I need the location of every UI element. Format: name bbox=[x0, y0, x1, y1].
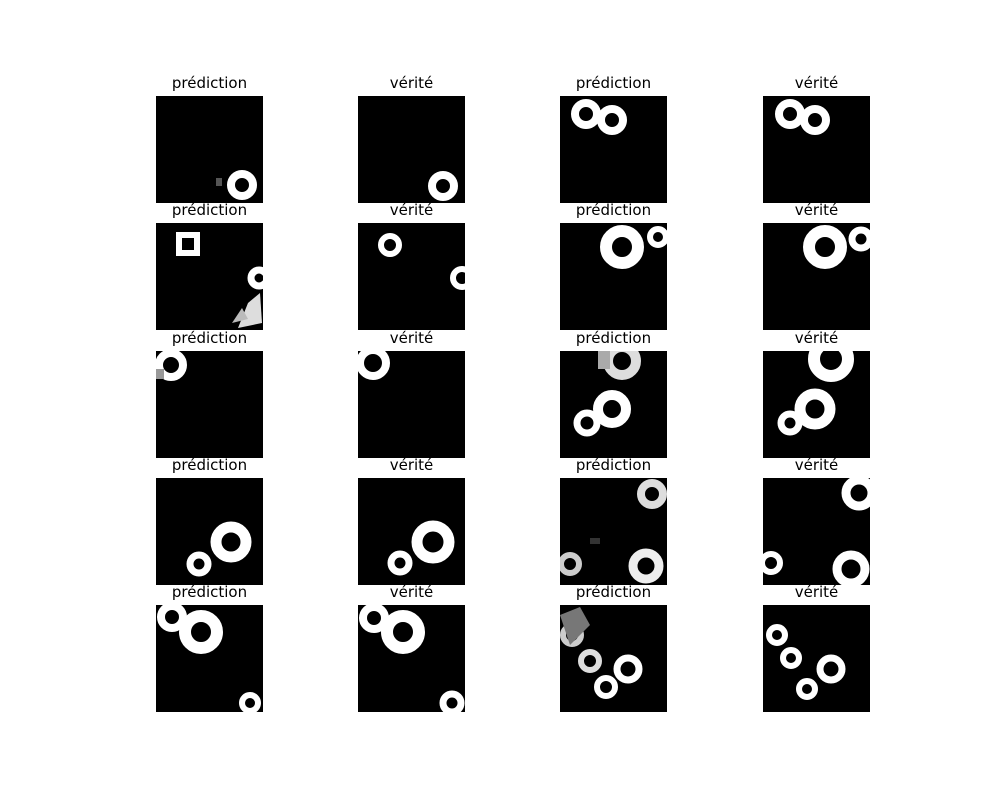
panel-title: vérité bbox=[794, 201, 839, 219]
ground-truth-mask-image bbox=[358, 351, 465, 458]
prediction-mask-image bbox=[560, 478, 667, 585]
panel-title: prédiction bbox=[171, 583, 248, 601]
prediction-mask-image bbox=[156, 223, 263, 330]
ground-truth-mask-image bbox=[763, 351, 870, 458]
prediction-mask-image bbox=[560, 223, 667, 330]
panel-title: prédiction bbox=[171, 329, 248, 347]
ground-truth-mask-image bbox=[358, 223, 465, 330]
prediction-mask-image bbox=[156, 478, 263, 585]
panel-title: prédiction bbox=[171, 456, 248, 474]
ground-truth-mask-image bbox=[763, 96, 870, 203]
ground-truth-mask-image bbox=[358, 478, 465, 585]
prediction-mask-image bbox=[560, 96, 667, 203]
panel-title: vérité bbox=[794, 74, 839, 92]
ground-truth-mask-image bbox=[763, 478, 870, 585]
panel-title: vérité bbox=[794, 456, 839, 474]
panel-title: vérité bbox=[794, 329, 839, 347]
prediction-mask-image bbox=[560, 351, 667, 458]
panel-title: prédiction bbox=[575, 329, 652, 347]
ground-truth-mask-image bbox=[763, 223, 870, 330]
panel-title: prédiction bbox=[171, 74, 248, 92]
ground-truth-mask-image bbox=[358, 605, 465, 712]
panel-title: prédiction bbox=[575, 74, 652, 92]
panel-title: vérité bbox=[389, 329, 434, 347]
prediction-mask-image bbox=[156, 96, 263, 203]
panel-title: vérité bbox=[794, 583, 839, 601]
panel-title: prédiction bbox=[575, 201, 652, 219]
panel-title: vérité bbox=[389, 456, 434, 474]
ground-truth-mask-image bbox=[763, 605, 870, 712]
prediction-mask-image bbox=[156, 605, 263, 712]
panel-title: prédiction bbox=[575, 583, 652, 601]
prediction-mask-image bbox=[560, 605, 667, 712]
panel-title: prédiction bbox=[575, 456, 652, 474]
panel-title: prédiction bbox=[171, 201, 248, 219]
panel-title: vérité bbox=[389, 583, 434, 601]
panel-title: vérité bbox=[389, 74, 434, 92]
prediction-mask-image bbox=[156, 351, 263, 458]
ground-truth-mask-image bbox=[358, 96, 465, 203]
panel-title: vérité bbox=[389, 201, 434, 219]
